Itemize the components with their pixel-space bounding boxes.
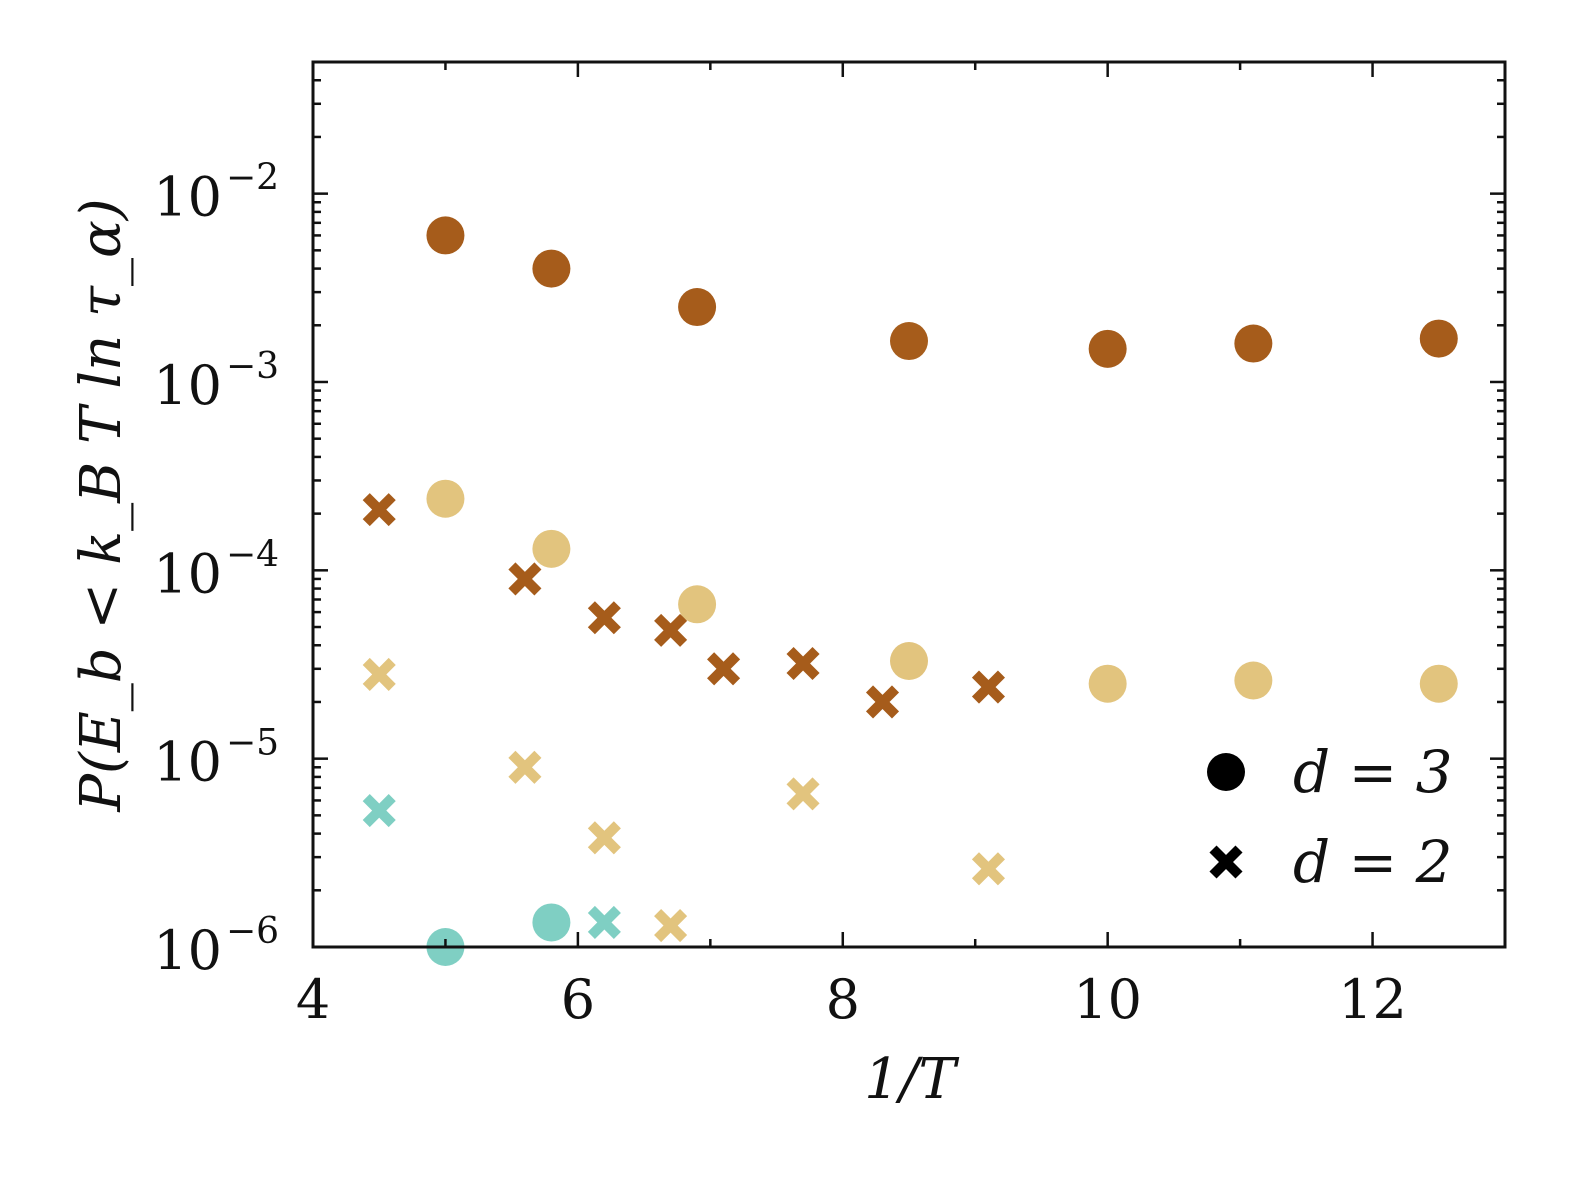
y-tick-base: 10 — [153, 166, 222, 229]
y-tick-labels: 10−610−510−410−310−2 — [153, 158, 279, 982]
data-point-circle — [890, 642, 928, 681]
data-point-cross — [508, 750, 542, 784]
data-point-cross — [587, 601, 621, 635]
data-point-cross — [865, 685, 900, 719]
y-tick-exponent: −4 — [226, 534, 279, 575]
legend-label: d = 3 — [1293, 738, 1453, 806]
legend: d = 3 d = 2 — [1207, 738, 1453, 896]
data-point-circle — [678, 585, 717, 624]
y-tick-exponent: −6 — [226, 911, 279, 952]
data-point-cross — [362, 657, 396, 691]
data-point-cross — [971, 852, 1006, 886]
data-point-circle — [1419, 319, 1458, 358]
data-point-cross — [971, 670, 1006, 704]
y-tick-label: 10 −4 — [153, 534, 279, 605]
data-point-circle — [1088, 329, 1127, 368]
y-tick-label: 10 −3 — [153, 346, 279, 417]
y-tick-label: 10 −6 — [153, 911, 279, 982]
data-point-circle — [678, 288, 717, 327]
plot-frame — [311, 60, 1507, 949]
legend-marker-circle — [1207, 753, 1245, 791]
y-tick-exponent: −2 — [226, 158, 279, 199]
data-point-circle — [426, 216, 465, 255]
data-point-circle — [532, 529, 571, 568]
x-axis-label: 1/T — [864, 1047, 959, 1112]
data-point-circle — [1234, 661, 1273, 700]
data-point-circle — [1419, 664, 1458, 703]
data-point-cross — [362, 493, 396, 527]
y-tick-base: 10 — [153, 731, 222, 794]
data-point-circle — [1088, 664, 1127, 703]
data-point-circle — [890, 322, 928, 361]
data-point-cross — [707, 652, 741, 686]
y-tick-label: 10 −2 — [153, 158, 279, 229]
data-point-cross — [362, 794, 396, 828]
legend-label: d = 2 — [1293, 828, 1453, 896]
axis-ticks — [311, 60, 1507, 949]
x-tick-label: 12 — [1338, 968, 1407, 1031]
x-tick-label: 8 — [826, 968, 860, 1031]
x-tick-labels: 4 6 8 10 12 — [296, 968, 1407, 1031]
data-point-cross — [786, 646, 820, 681]
data-point-circle — [426, 479, 465, 518]
x-tick-label: 6 — [561, 968, 595, 1031]
y-tick-base: 10 — [153, 919, 222, 982]
data-point-cross — [654, 909, 688, 943]
y-tick-base: 10 — [153, 354, 222, 417]
data-point-cross — [654, 613, 688, 647]
data-point-circle — [532, 249, 571, 288]
data-point-cross — [786, 777, 820, 811]
data-markers — [362, 216, 1458, 966]
data-point-cross — [587, 905, 621, 939]
data-point-circle — [532, 903, 571, 942]
y-tick-label: 10 −5 — [153, 723, 279, 794]
legend-marker-cross — [1209, 845, 1243, 879]
y-axis-label: P(E_b < k_B T ln τ_α) — [69, 198, 134, 812]
data-point-circle — [1234, 324, 1273, 363]
y-tick-exponent: −5 — [226, 723, 279, 764]
x-tick-label: 4 — [296, 968, 330, 1031]
y-tick-base: 10 — [153, 542, 222, 605]
data-point-cross — [508, 562, 542, 596]
x-tick-label: 10 — [1073, 968, 1142, 1031]
data-point-cross — [587, 821, 621, 855]
y-tick-exponent: −3 — [226, 346, 279, 387]
